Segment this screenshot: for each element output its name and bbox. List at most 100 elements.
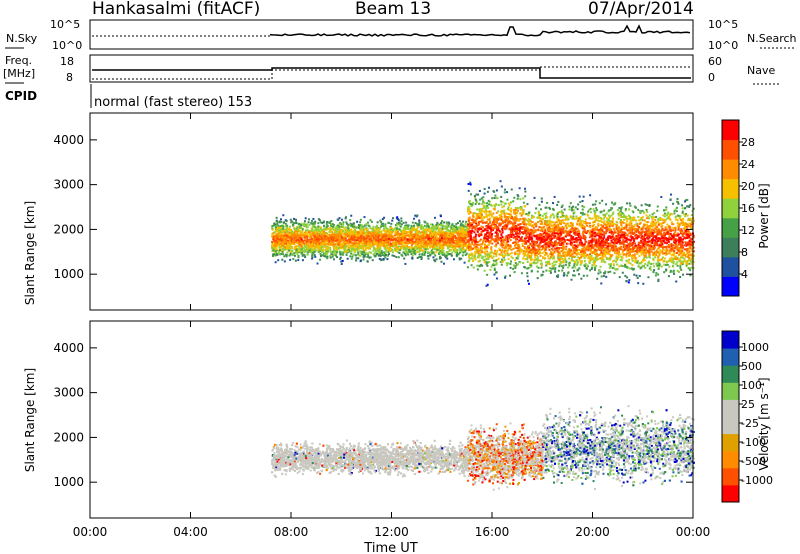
echo-cell bbox=[454, 227, 457, 230]
echo-cell bbox=[352, 227, 355, 230]
echo-cell bbox=[368, 232, 371, 235]
echo-cell bbox=[352, 224, 355, 227]
echo-cell bbox=[274, 227, 277, 230]
echo-cell bbox=[382, 224, 385, 227]
echo-cell bbox=[377, 247, 380, 250]
echo-cell bbox=[335, 256, 338, 259]
echo-cell bbox=[338, 250, 341, 253]
echo-cell bbox=[541, 223, 544, 226]
echo-cell bbox=[433, 233, 436, 236]
echo-cell bbox=[338, 234, 341, 237]
echo-cell bbox=[416, 224, 419, 227]
echo-cell bbox=[512, 236, 515, 239]
echo-cell bbox=[380, 223, 383, 226]
echo-cell bbox=[407, 241, 410, 244]
echo-cell bbox=[350, 250, 353, 253]
echo-cell bbox=[348, 238, 351, 241]
echo-cell bbox=[434, 234, 437, 237]
echo-cell bbox=[373, 252, 376, 255]
echo-cell bbox=[275, 254, 278, 257]
echo-cell bbox=[301, 259, 304, 262]
echo-cell bbox=[486, 235, 489, 238]
echo-cell bbox=[514, 244, 517, 247]
echo-cell bbox=[416, 243, 419, 246]
echo-cell bbox=[472, 266, 475, 269]
echo-cell bbox=[280, 228, 283, 231]
echo-cell bbox=[279, 225, 282, 228]
echo-cell bbox=[357, 236, 360, 239]
echo-cell bbox=[434, 246, 437, 249]
echo-cell bbox=[425, 245, 428, 248]
echo-cell bbox=[492, 259, 495, 262]
echo-cell bbox=[274, 254, 277, 257]
echo-cell bbox=[509, 222, 512, 225]
echo-cell bbox=[326, 251, 329, 254]
echo-cell bbox=[474, 247, 477, 250]
echo-cell bbox=[291, 234, 294, 237]
echo-cell bbox=[511, 216, 514, 219]
nsky-label: N.Sky bbox=[6, 32, 38, 45]
echo-cell bbox=[458, 237, 461, 240]
echo-cell bbox=[502, 241, 505, 244]
echo-cell bbox=[338, 223, 341, 226]
echo-cell bbox=[439, 251, 442, 254]
echo-cell bbox=[441, 227, 444, 230]
echo-cell bbox=[434, 240, 437, 243]
echo-cell bbox=[456, 249, 459, 252]
echo-cell bbox=[361, 240, 364, 243]
echo-cell bbox=[471, 229, 474, 232]
echo-cell bbox=[400, 241, 403, 244]
echo-cell bbox=[386, 230, 389, 233]
echo-cell bbox=[465, 220, 468, 223]
echo-cell bbox=[431, 234, 434, 237]
echo-cell bbox=[442, 241, 445, 244]
echo-cell bbox=[416, 242, 419, 245]
echo-cell bbox=[422, 245, 425, 248]
echo-cell bbox=[441, 228, 444, 231]
echo-cell bbox=[429, 246, 432, 249]
echo-cell bbox=[415, 238, 418, 241]
echo-cell bbox=[273, 244, 276, 247]
echo-cell bbox=[466, 245, 469, 248]
echo-cell bbox=[367, 234, 370, 237]
echo-cell bbox=[464, 244, 467, 247]
echo-cell bbox=[463, 245, 466, 248]
echo-cell bbox=[437, 224, 440, 227]
echo-cell bbox=[433, 216, 436, 219]
echo-cell bbox=[413, 217, 416, 220]
echo-cell bbox=[350, 225, 353, 228]
echo-cell bbox=[340, 250, 343, 253]
echo-cell bbox=[476, 268, 479, 271]
echo-cell bbox=[404, 224, 407, 227]
echo-cell bbox=[325, 232, 328, 235]
echo-cell bbox=[272, 253, 275, 256]
echo-cell bbox=[270, 226, 273, 229]
echo-cell bbox=[494, 205, 497, 208]
echo-cell bbox=[372, 227, 375, 230]
echo-cell bbox=[406, 227, 409, 230]
echo-cell bbox=[310, 240, 313, 243]
echo-cell bbox=[335, 253, 338, 256]
echo-cell bbox=[445, 222, 448, 225]
echo-cell bbox=[351, 238, 354, 241]
echo-cell bbox=[379, 233, 382, 236]
echo-cell bbox=[325, 227, 328, 230]
echo-cell bbox=[616, 263, 619, 266]
echo-cell bbox=[480, 247, 483, 250]
echo-cell bbox=[297, 254, 300, 257]
echo-cell bbox=[307, 250, 310, 253]
echo-cell bbox=[409, 231, 412, 234]
echo-cell bbox=[440, 260, 443, 263]
echo-cell bbox=[301, 251, 304, 254]
echo-cell bbox=[500, 263, 503, 266]
echo-cell bbox=[423, 238, 426, 241]
echo-cell bbox=[340, 239, 343, 242]
echo-cell bbox=[389, 239, 392, 242]
echo-cell bbox=[422, 231, 425, 234]
echo-cell bbox=[514, 262, 517, 265]
echo-cell bbox=[462, 242, 465, 245]
nave-label: Nave bbox=[747, 64, 775, 77]
echo-cell bbox=[449, 234, 452, 237]
echo-cell bbox=[392, 242, 395, 245]
echo-cell bbox=[568, 257, 571, 260]
